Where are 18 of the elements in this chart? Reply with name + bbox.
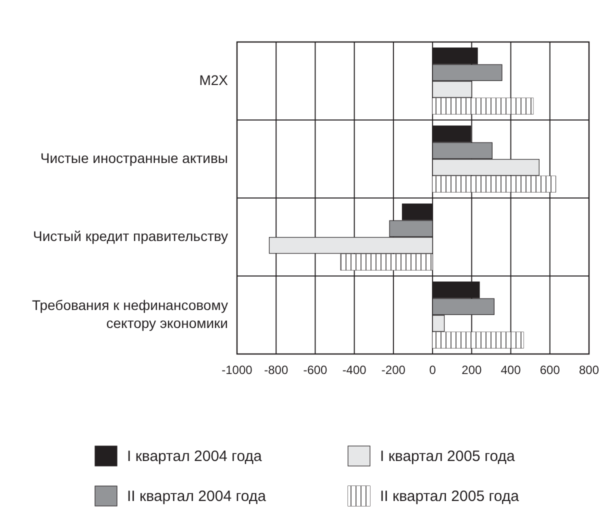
legend-label: I квартал 2005 года xyxy=(380,448,516,465)
x-tick-label: -1000 xyxy=(222,363,253,377)
x-tick-label: 200 xyxy=(462,363,482,377)
x-tick-label: -200 xyxy=(381,363,406,377)
x-tick-label: 600 xyxy=(540,363,560,377)
legend-label: I квартал 2004 года xyxy=(127,448,262,465)
y-tick-label: M2X xyxy=(199,72,229,88)
x-tick-label: 800 xyxy=(578,363,600,377)
legend-label: II квартал 2005 года xyxy=(380,488,520,505)
x-tick-label: -600 xyxy=(303,363,328,377)
y-tick-label: Чистые иностранные активы xyxy=(40,150,228,166)
legend-label: II квартал 2004 года xyxy=(127,488,267,505)
y-tick-label: Требования к нефинансовому сектору экономики xyxy=(32,296,228,331)
x-tick-label: 0 xyxy=(429,363,436,377)
x-tick-label: -800 xyxy=(264,363,288,377)
x-tick-label: 400 xyxy=(500,363,522,377)
y-tick-label: Чистый кредит правительству xyxy=(32,228,228,244)
x-tick-label: -400 xyxy=(342,363,367,377)
